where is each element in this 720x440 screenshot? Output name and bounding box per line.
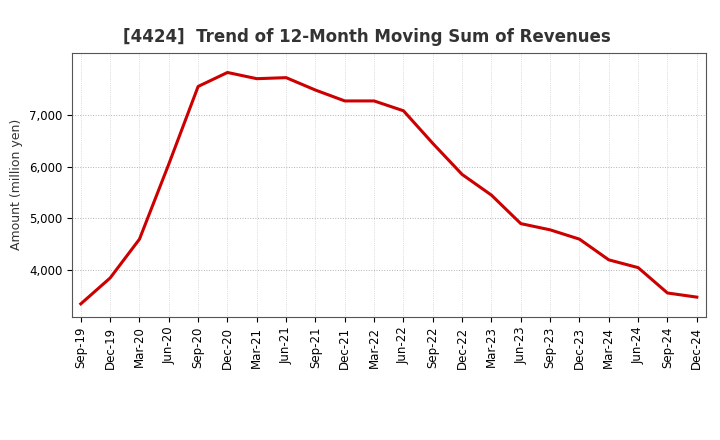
Y-axis label: Amount (million yen): Amount (million yen) xyxy=(10,119,23,250)
Text: [4424]  Trend of 12-Month Moving Sum of Revenues: [4424] Trend of 12-Month Moving Sum of R… xyxy=(122,28,611,46)
